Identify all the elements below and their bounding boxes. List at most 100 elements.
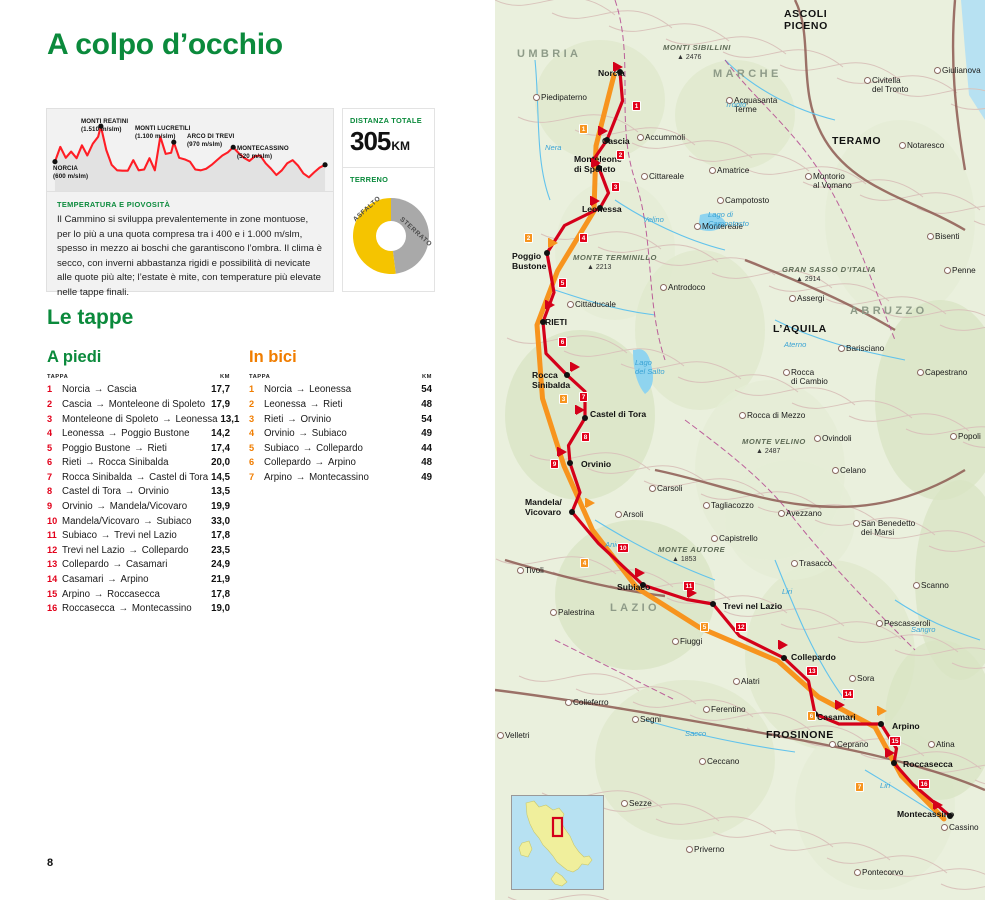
map-town-dot bbox=[709, 167, 716, 174]
stage-row[interactable]: 7 Rocca Sinibalda → Castel di Tora 14,5 bbox=[47, 470, 230, 485]
map-stage-badge-walking[interactable]: 10 bbox=[617, 543, 630, 553]
map-stage-badge-walking[interactable]: 5 bbox=[558, 278, 567, 288]
map-stage-badge-walking[interactable]: 13 bbox=[806, 666, 819, 676]
stage-km: 49 bbox=[421, 428, 432, 440]
stage-row[interactable]: 4 Orvinio → Subiaco 49 bbox=[249, 427, 432, 442]
map-stage-badge-walking[interactable]: 2 bbox=[616, 150, 625, 160]
map-stage-badge-cycling[interactable]: 1 bbox=[579, 124, 588, 134]
map-town-dot bbox=[832, 467, 839, 474]
map-stage-badge-walking[interactable]: 16 bbox=[918, 779, 931, 789]
map-route-town-dot[interactable] bbox=[564, 372, 570, 378]
stage-km: 54 bbox=[421, 413, 432, 425]
map-panel[interactable]: UMBRIA MARCHE ABRUZZO LAZIO ASCOLI PICENO TERA… bbox=[495, 0, 985, 900]
stage-row[interactable]: 8 Castel di Tora → Orvinio 13,5 bbox=[47, 485, 230, 500]
map-town-dot bbox=[814, 435, 821, 442]
stage-km: 33,0 bbox=[211, 515, 230, 527]
map-route-town-dot[interactable] bbox=[617, 69, 623, 75]
stage-row[interactable]: 13 Collepardo → Casamari 24,9 bbox=[47, 558, 230, 573]
stage-row[interactable]: 15 Arpino → Roccasecca 17,8 bbox=[47, 587, 230, 602]
stage-number: 3 bbox=[249, 413, 255, 424]
stage-km: 48 bbox=[421, 399, 432, 411]
stage-from: Rocca Sinibalda bbox=[62, 471, 133, 483]
stage-row[interactable]: 5 Subiaco → Collepardo 44 bbox=[249, 441, 432, 456]
profile-label-monti-reatini: MONTI REATINI (1.510 m/slm) bbox=[81, 118, 129, 133]
map-route-town-dot[interactable] bbox=[544, 250, 550, 256]
stage-row[interactable]: 1 Norcia → Cascia 17,7 bbox=[47, 383, 230, 398]
map-stage-badge-walking[interactable]: 3 bbox=[611, 182, 620, 192]
map-route-town-dot[interactable] bbox=[540, 319, 546, 325]
stage-row[interactable]: 11 Subiaco → Trevi nel Lazio 17,8 bbox=[47, 529, 230, 544]
map-stage-badge-cycling[interactable]: 6 bbox=[807, 711, 816, 721]
stage-km: 19,0 bbox=[211, 603, 230, 615]
map-route-town-dot[interactable] bbox=[596, 165, 602, 171]
map-route-town-dot[interactable] bbox=[597, 205, 603, 211]
italy-inset-svg bbox=[512, 796, 603, 889]
stage-row[interactable]: 9 Orvinio → Mandela/Vicovaro 19,9 bbox=[47, 500, 230, 515]
stage-row[interactable]: 6 Collepardo → Arpino 48 bbox=[249, 456, 432, 471]
map-route-town-dot[interactable] bbox=[878, 721, 884, 727]
stage-from: Collepardo bbox=[264, 457, 311, 469]
stage-to: Mandela/Vicovaro bbox=[109, 501, 188, 513]
map-stage-badge-cycling[interactable]: 5 bbox=[700, 622, 709, 632]
stage-row[interactable]: 12 Trevi nel Lazio → Collepardo 23,5 bbox=[47, 543, 230, 558]
temperature-body: Il Cammino si sviluppa prevalentemente i… bbox=[57, 214, 323, 298]
map-stage-badge-walking[interactable]: 6 bbox=[558, 337, 567, 347]
stage-km: 13,5 bbox=[211, 486, 230, 498]
stage-row[interactable]: 4 Leonessa → Poggio Bustone 14,2 bbox=[47, 427, 230, 442]
map-route-town-dot[interactable] bbox=[710, 601, 716, 607]
stage-from: Monteleone di Spoleto bbox=[62, 413, 159, 425]
map-route-town-dot[interactable] bbox=[947, 813, 953, 819]
map-stage-badge-walking[interactable]: 8 bbox=[581, 432, 590, 442]
map-stage-badge-cycling[interactable]: 2 bbox=[524, 233, 533, 243]
stage-row[interactable]: 16 Roccasecca → Montecassino 19,0 bbox=[47, 602, 230, 617]
map-stage-badge-walking[interactable]: 15 bbox=[889, 736, 902, 746]
map-stage-badge-walking[interactable]: 1 bbox=[632, 101, 641, 111]
map-stage-badge-walking[interactable]: 14 bbox=[842, 689, 855, 699]
stage-row[interactable]: 3 Monteleone di Spoleto → Leonessa 13,1 bbox=[47, 412, 239, 427]
stage-name: Castel di Tora → Orvinio bbox=[62, 487, 208, 497]
stage-km: 17,4 bbox=[211, 442, 230, 454]
map-stage-badge-cycling[interactable]: 7 bbox=[855, 782, 864, 792]
map-town-dot bbox=[805, 173, 812, 180]
map-stage-badge-walking[interactable]: 7 bbox=[579, 392, 588, 402]
map-stage-badge-cycling[interactable]: 4 bbox=[580, 558, 589, 568]
stage-row[interactable]: 10 Mandela/Vicovaro → Subiaco 33,0 bbox=[47, 514, 230, 529]
stage-number: 7 bbox=[47, 471, 53, 482]
stage-km: 13,1 bbox=[220, 413, 240, 425]
terrain-label: TERRENO bbox=[350, 175, 389, 184]
map-route-town-dot[interactable] bbox=[567, 460, 573, 466]
map-town-dot bbox=[783, 369, 790, 376]
map-town-dot bbox=[497, 732, 504, 739]
map-town-dot bbox=[778, 510, 785, 517]
stage-row[interactable]: 3 Rieti → Orvinio 54 bbox=[249, 412, 432, 427]
stage-to: Rieti bbox=[147, 442, 167, 454]
terrain-donut-svg bbox=[353, 198, 429, 274]
stage-to: Montecassino bbox=[131, 603, 192, 615]
stage-km: 19,9 bbox=[211, 501, 230, 513]
map-route-town-dot[interactable] bbox=[569, 509, 575, 515]
stage-row[interactable]: 2 Leonessa → Rieti 48 bbox=[249, 398, 432, 413]
arrow-icon: → bbox=[140, 515, 156, 527]
map-stage-badge-walking[interactable]: 9 bbox=[550, 459, 559, 469]
map-route-town-dot[interactable] bbox=[582, 415, 588, 421]
map-town-dot bbox=[934, 67, 941, 74]
stage-row[interactable]: 6 Rieti → Rocca Sinibalda 20,0 bbox=[47, 456, 230, 471]
stage-row[interactable]: 1 Norcia → Leonessa 54 bbox=[249, 383, 432, 398]
stage-to: Monteleone di Spoleto bbox=[108, 399, 206, 411]
map-route-town-dot[interactable] bbox=[604, 137, 610, 143]
stage-row[interactable]: 14 Casamari → Arpino 21,9 bbox=[47, 573, 230, 588]
stage-km: 49 bbox=[421, 471, 432, 483]
stage-number: 8 bbox=[47, 486, 53, 497]
map-route-town-dot[interactable] bbox=[891, 760, 897, 766]
map-town-dot bbox=[789, 295, 796, 302]
stage-row[interactable]: 5 Poggio Bustone → Rieti 17,4 bbox=[47, 441, 230, 456]
map-stage-badge-cycling[interactable]: 3 bbox=[559, 394, 568, 404]
map-town-dot bbox=[637, 134, 644, 141]
map-stage-badge-walking[interactable]: 12 bbox=[735, 622, 748, 632]
map-route-town-dot[interactable] bbox=[781, 655, 787, 661]
stage-row[interactable]: 2 Cascia → Monteleone di Spoleto 17,9 bbox=[47, 398, 230, 413]
map-route-town-dot[interactable] bbox=[640, 582, 646, 588]
stage-row[interactable]: 7 Arpino → Montecassino 49 bbox=[249, 470, 432, 485]
stage-from: Cascia bbox=[62, 399, 92, 411]
map-stage-badge-walking[interactable]: 4 bbox=[579, 233, 588, 243]
